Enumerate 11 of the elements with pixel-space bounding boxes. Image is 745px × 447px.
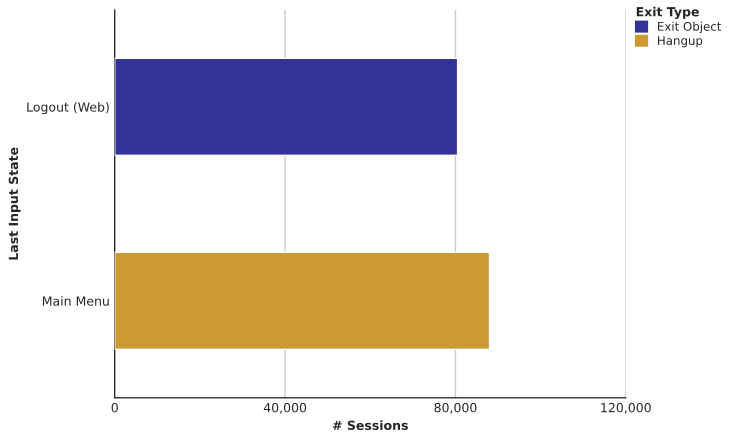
x-tick-label: 80,000 <box>434 402 476 414</box>
x-tick-label: 40,000 <box>264 402 306 414</box>
y-axis-title: Last Input State <box>8 148 21 260</box>
legend-label: Exit Object <box>658 22 722 34</box>
x-tick-label: 120,000 <box>601 402 651 414</box>
legend-title: Exit Type <box>636 6 699 19</box>
y-tick-label: Logout (Web) <box>27 102 109 114</box>
x-axis-title: # Sessions <box>332 420 408 430</box>
y-tick-label: Main Menu <box>42 296 109 306</box>
x-tick-label: 0 <box>112 402 118 412</box>
legend-label: Hangup <box>658 36 702 48</box>
